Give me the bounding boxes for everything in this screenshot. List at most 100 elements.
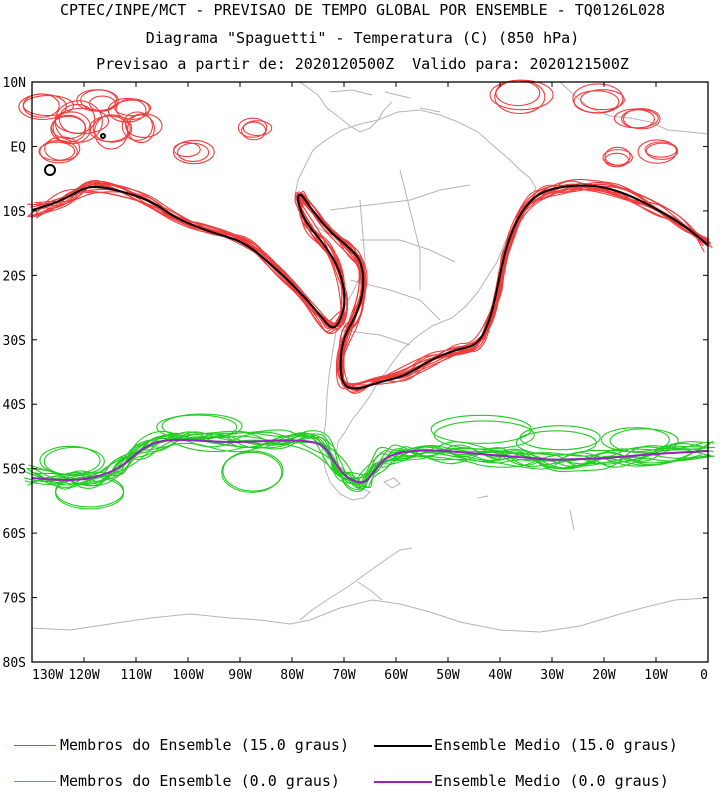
map-frame xyxy=(31,81,709,663)
member-15-blob xyxy=(602,149,633,166)
member-0-loop xyxy=(161,413,243,439)
legend-label-members-15: Membros do Ensemble (15.0 graus) xyxy=(60,736,349,754)
coast-caribbean xyxy=(329,89,441,113)
title-line-2: Diagrama "Spaguetti" - Temperatura (C) (… xyxy=(145,29,580,47)
lon-label: 80W xyxy=(280,668,304,683)
lat-label: 70S xyxy=(3,592,26,607)
lat-label: EQ xyxy=(10,140,26,155)
means-layer xyxy=(31,133,709,484)
axes-layer: 10N EQ 10S 20S 30S 40S 50S 60S 70S 80S 130W 120W 110… xyxy=(3,76,709,683)
member-15-contour xyxy=(34,180,710,389)
coast-antarctica xyxy=(31,597,709,633)
title-line-1: CPTEC/INPE/MCT - PREVISAO DE TEMPO GLOBA… xyxy=(59,1,666,19)
member-15-contour xyxy=(30,181,705,393)
title-line-3: Previsao a partir de: 2020120500Z Valido… xyxy=(96,55,629,73)
member-15-blob xyxy=(22,94,75,117)
member-15-blob xyxy=(76,89,119,112)
ensemble-mean-0-contour xyxy=(31,438,709,484)
member-15-blob xyxy=(121,111,153,141)
legend-swatch-members-0 xyxy=(14,781,56,782)
coast-sandwich xyxy=(569,509,575,531)
legend-label-mean-0: Ensemble Medio (0.0 graus) xyxy=(434,772,669,790)
coast-falklands xyxy=(382,477,401,489)
member-15-blob xyxy=(572,83,624,114)
member-15-blob xyxy=(80,89,118,112)
legend-swatch-mean-15 xyxy=(374,745,432,747)
lat-label: 10S xyxy=(3,205,26,220)
lon-label: 20W xyxy=(592,668,616,683)
member-0-contour xyxy=(28,431,714,490)
member-15-blob xyxy=(172,139,215,165)
lon-label: 40W xyxy=(488,668,512,683)
lat-label: 80S xyxy=(3,656,26,671)
member-15-blob xyxy=(604,152,630,168)
legend-swatch-members-15 xyxy=(14,745,56,746)
member-15-contour xyxy=(31,183,710,392)
ensemble-mean-15-ring xyxy=(100,133,106,139)
lat-label: 50S xyxy=(3,463,26,478)
coastline-layer xyxy=(31,81,709,633)
coast-africa-west xyxy=(559,81,709,135)
member-0-loop xyxy=(39,445,101,475)
member-15-contour xyxy=(35,184,713,386)
lat-label: 10N xyxy=(3,76,26,91)
lat-label: 40S xyxy=(3,398,26,413)
lon-label: 110W xyxy=(120,668,151,683)
member-15-blob xyxy=(50,115,86,140)
member-15-blob xyxy=(107,97,147,123)
legend-swatch-mean-0 xyxy=(374,781,432,783)
member-15-contour xyxy=(34,183,707,385)
legend-label-members-0: Membros do Ensemble (0.0 graus) xyxy=(60,772,340,790)
coast-antarctic-peninsula xyxy=(299,547,413,621)
lat-label: 20S xyxy=(3,269,26,284)
member-0-loop xyxy=(609,428,679,454)
member-15-contour xyxy=(36,180,712,389)
member-0-loop xyxy=(43,446,105,476)
lon-label: 100W xyxy=(172,668,203,683)
member-15-blob xyxy=(494,79,546,115)
member-15-blob xyxy=(92,114,133,143)
member-15-blob xyxy=(645,142,679,160)
member-15-blob xyxy=(580,89,625,111)
member-15-blob xyxy=(637,139,678,164)
member-0-loop xyxy=(600,427,670,453)
lat-label: 30S xyxy=(3,334,26,349)
country-borders xyxy=(329,169,471,346)
lon-label: 30W xyxy=(540,668,564,683)
member-0-loop xyxy=(515,430,597,456)
lon-label: 60W xyxy=(384,668,408,683)
ensemble-mean-15-contour xyxy=(31,184,709,390)
member-15-blob xyxy=(620,109,655,129)
member-15-contour xyxy=(26,183,709,388)
lon-label: 0 xyxy=(700,668,708,683)
member-0-loop xyxy=(221,451,283,493)
member-0-loop xyxy=(430,414,532,444)
coast-central-america xyxy=(299,81,393,133)
member-15-blob xyxy=(58,103,96,134)
member-0-loop xyxy=(222,450,284,492)
member-15-contour xyxy=(35,184,704,394)
member-0-loop xyxy=(433,420,535,450)
coast-south-georgia xyxy=(477,495,489,499)
member-0-loop xyxy=(55,476,125,510)
members-15-layer xyxy=(18,79,713,394)
member-15-blob xyxy=(50,114,87,143)
lon-label: 50W xyxy=(436,668,460,683)
member-0-loop xyxy=(156,414,238,440)
member-0-loop xyxy=(519,425,601,451)
lon-label: 90W xyxy=(228,668,252,683)
member-0-contour xyxy=(27,432,704,489)
lat-label: 60S xyxy=(3,527,26,542)
member-15-blob xyxy=(115,98,150,120)
member-15-blob xyxy=(613,108,659,129)
member-15-blob xyxy=(237,117,268,138)
member-0-contour xyxy=(31,429,711,485)
member-15-blob xyxy=(489,79,554,111)
member-15-blob xyxy=(495,80,541,107)
lon-label: 10W xyxy=(644,668,668,683)
member-15-blob xyxy=(38,141,76,161)
member-0-contour xyxy=(37,433,715,484)
member-15-blob xyxy=(242,120,273,137)
ensemble-mean-15-ring xyxy=(44,164,56,176)
